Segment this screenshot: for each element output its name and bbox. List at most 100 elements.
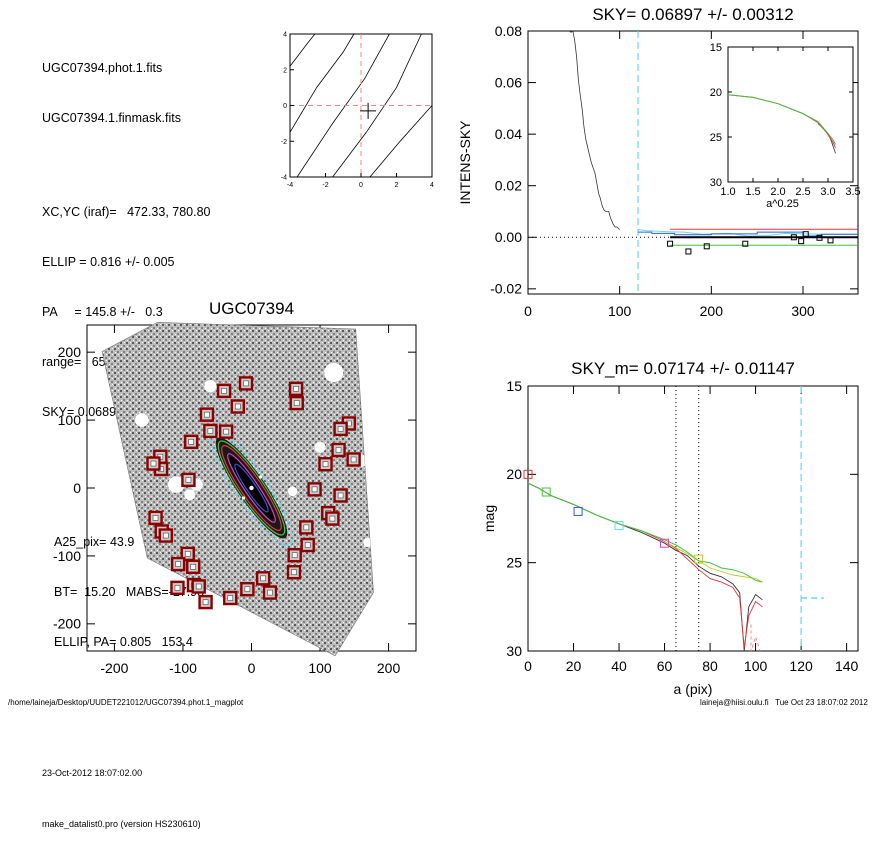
mag-xtick-label: 40	[611, 658, 627, 674]
inset-frame	[727, 46, 854, 183]
mag-green-series	[527, 482, 763, 583]
image-mask-hole	[204, 379, 217, 393]
mag-xtick-label: 60	[657, 658, 673, 674]
galaxy-knot	[241, 496, 246, 500]
sky-ytick-label: 0.04	[495, 126, 522, 142]
galaxy-isophote-ellipse	[234, 463, 269, 513]
image-xtick-label: 200	[377, 660, 401, 676]
footer-user: laineja@hiisi.oulu.fi Tue Oct 23 18:07:0…	[700, 698, 868, 707]
mag-xlabel: a (pix)	[674, 681, 713, 697]
mag-square-marker	[614, 521, 624, 531]
image-star-core	[337, 492, 344, 499]
image-mask-hole	[107, 521, 122, 536]
mag-xtick-label: 20	[566, 658, 582, 674]
galaxy-center-dot	[249, 485, 254, 491]
mag-red-series	[527, 482, 763, 648]
inset-ytick-label: 25	[710, 132, 722, 144]
mag-xtick-label: 80	[702, 658, 718, 674]
sky-cyan-series	[637, 229, 858, 237]
image-mask-hole	[219, 619, 229, 629]
image-title: UGC07394	[209, 299, 294, 318]
inset-xtick-label: 3.5	[845, 186, 860, 198]
image-star-core	[190, 563, 197, 570]
mini-xtick-label: 0	[359, 182, 363, 189]
image-xtick-label: -100	[169, 660, 197, 676]
mag-pink-series	[750, 624, 761, 652]
info-filename-mask: UGC07394.1.finmask.fits	[42, 111, 181, 125]
image-star-core	[329, 515, 336, 522]
mag-frame	[527, 385, 859, 652]
inset-ytick-label: 30	[710, 177, 722, 189]
sky-profile-series	[569, 30, 620, 230]
image-star-core	[204, 411, 210, 418]
info-filename-phot: UGC07394.phot.1.fits	[42, 61, 163, 75]
info-block: UGC07394.phot.1.fits UGC07394.1.finmask.…	[42, 25, 211, 866]
image-star-core	[188, 439, 194, 445]
inset-ytick-label: 15	[710, 42, 722, 54]
info-pa: PA = 145.8 +/- 0.3	[42, 305, 163, 319]
image-star-core	[293, 400, 300, 406]
mini-contour	[369, 105, 433, 178]
image-star-core	[174, 585, 181, 591]
mag-ytick-label: 30	[506, 643, 522, 659]
sky-xtick-label: 200	[700, 303, 724, 319]
image-star-core	[185, 477, 192, 483]
mini-ytick-label: 0	[283, 103, 287, 110]
mini-ytick-label: 2	[283, 67, 287, 74]
sky-ytick-label: 0.06	[495, 74, 522, 90]
image-star-core	[291, 569, 297, 576]
image-star-core	[234, 403, 241, 410]
image-star-core	[244, 586, 251, 592]
sky-xtick-label: 300	[791, 303, 815, 319]
sky-ylabel: INTENS-SKY	[457, 120, 473, 205]
image-star-core	[293, 386, 299, 392]
mag-yellow-series	[664, 541, 763, 583]
sky-square-marker	[827, 237, 834, 244]
mag-square-marker	[660, 538, 670, 548]
mag-dark-series	[527, 482, 763, 652]
mag-xtick-label: 140	[835, 658, 859, 674]
image-star-core	[223, 428, 229, 435]
inset-ytick-label: 20	[710, 87, 722, 99]
inset-xtick-label: 1.5	[745, 186, 760, 198]
mag-square-marker	[694, 554, 704, 564]
image-star-core	[304, 542, 311, 548]
inset-xlabel: a^0.25	[766, 198, 799, 210]
galaxy-isophote-ellipse	[227, 453, 276, 523]
figure-root: UGC07394.phot.1.fits UGC07394.1.finmask.…	[8, 5, 868, 829]
image-mask-hole	[156, 577, 168, 589]
image-xtick-label: 100	[308, 660, 332, 676]
mag-ytick-label: 20	[506, 466, 522, 482]
image-mask-hole	[287, 486, 298, 497]
image-star-core	[350, 456, 357, 463]
mini-contour	[289, 33, 316, 67]
inset-green-series	[727, 94, 836, 145]
image-ytick-label: 0	[73, 480, 81, 496]
sky-xtick-label: 100	[608, 303, 632, 319]
mini-xtick-label: 4	[430, 182, 434, 189]
info-timestamp: 23-Oct-2012 18:07:02.00	[42, 768, 143, 778]
mini-contour	[332, 33, 422, 178]
image-star-core	[150, 460, 157, 467]
image-star-core	[260, 575, 266, 582]
sky-square-marker	[790, 234, 797, 241]
image-star-core	[303, 524, 310, 531]
image-star-core	[163, 532, 169, 539]
mag-title: SKY_m= 0.07174 +/- 0.01147	[571, 359, 795, 378]
footer-path: /home/laineja/Desktop/UUDET221012/UGC073…	[8, 698, 244, 707]
image-mask-hole	[324, 362, 344, 383]
sky-ytick-label: 0.08	[495, 23, 522, 39]
image-star-core	[322, 461, 329, 468]
mag-xtick-label: 0	[524, 658, 532, 674]
image-mask-hole	[184, 489, 196, 501]
image-star-core	[152, 515, 159, 521]
image-star-core	[335, 447, 342, 453]
mag-ytick-label: 25	[506, 555, 522, 571]
sky-square-marker	[742, 240, 749, 247]
image-ytick-label: -200	[53, 616, 81, 632]
sky-square-marker	[667, 240, 674, 247]
image-star-core	[243, 380, 249, 387]
sky-square-marker	[685, 248, 692, 255]
galaxy-isophote-ellipse	[221, 445, 282, 531]
